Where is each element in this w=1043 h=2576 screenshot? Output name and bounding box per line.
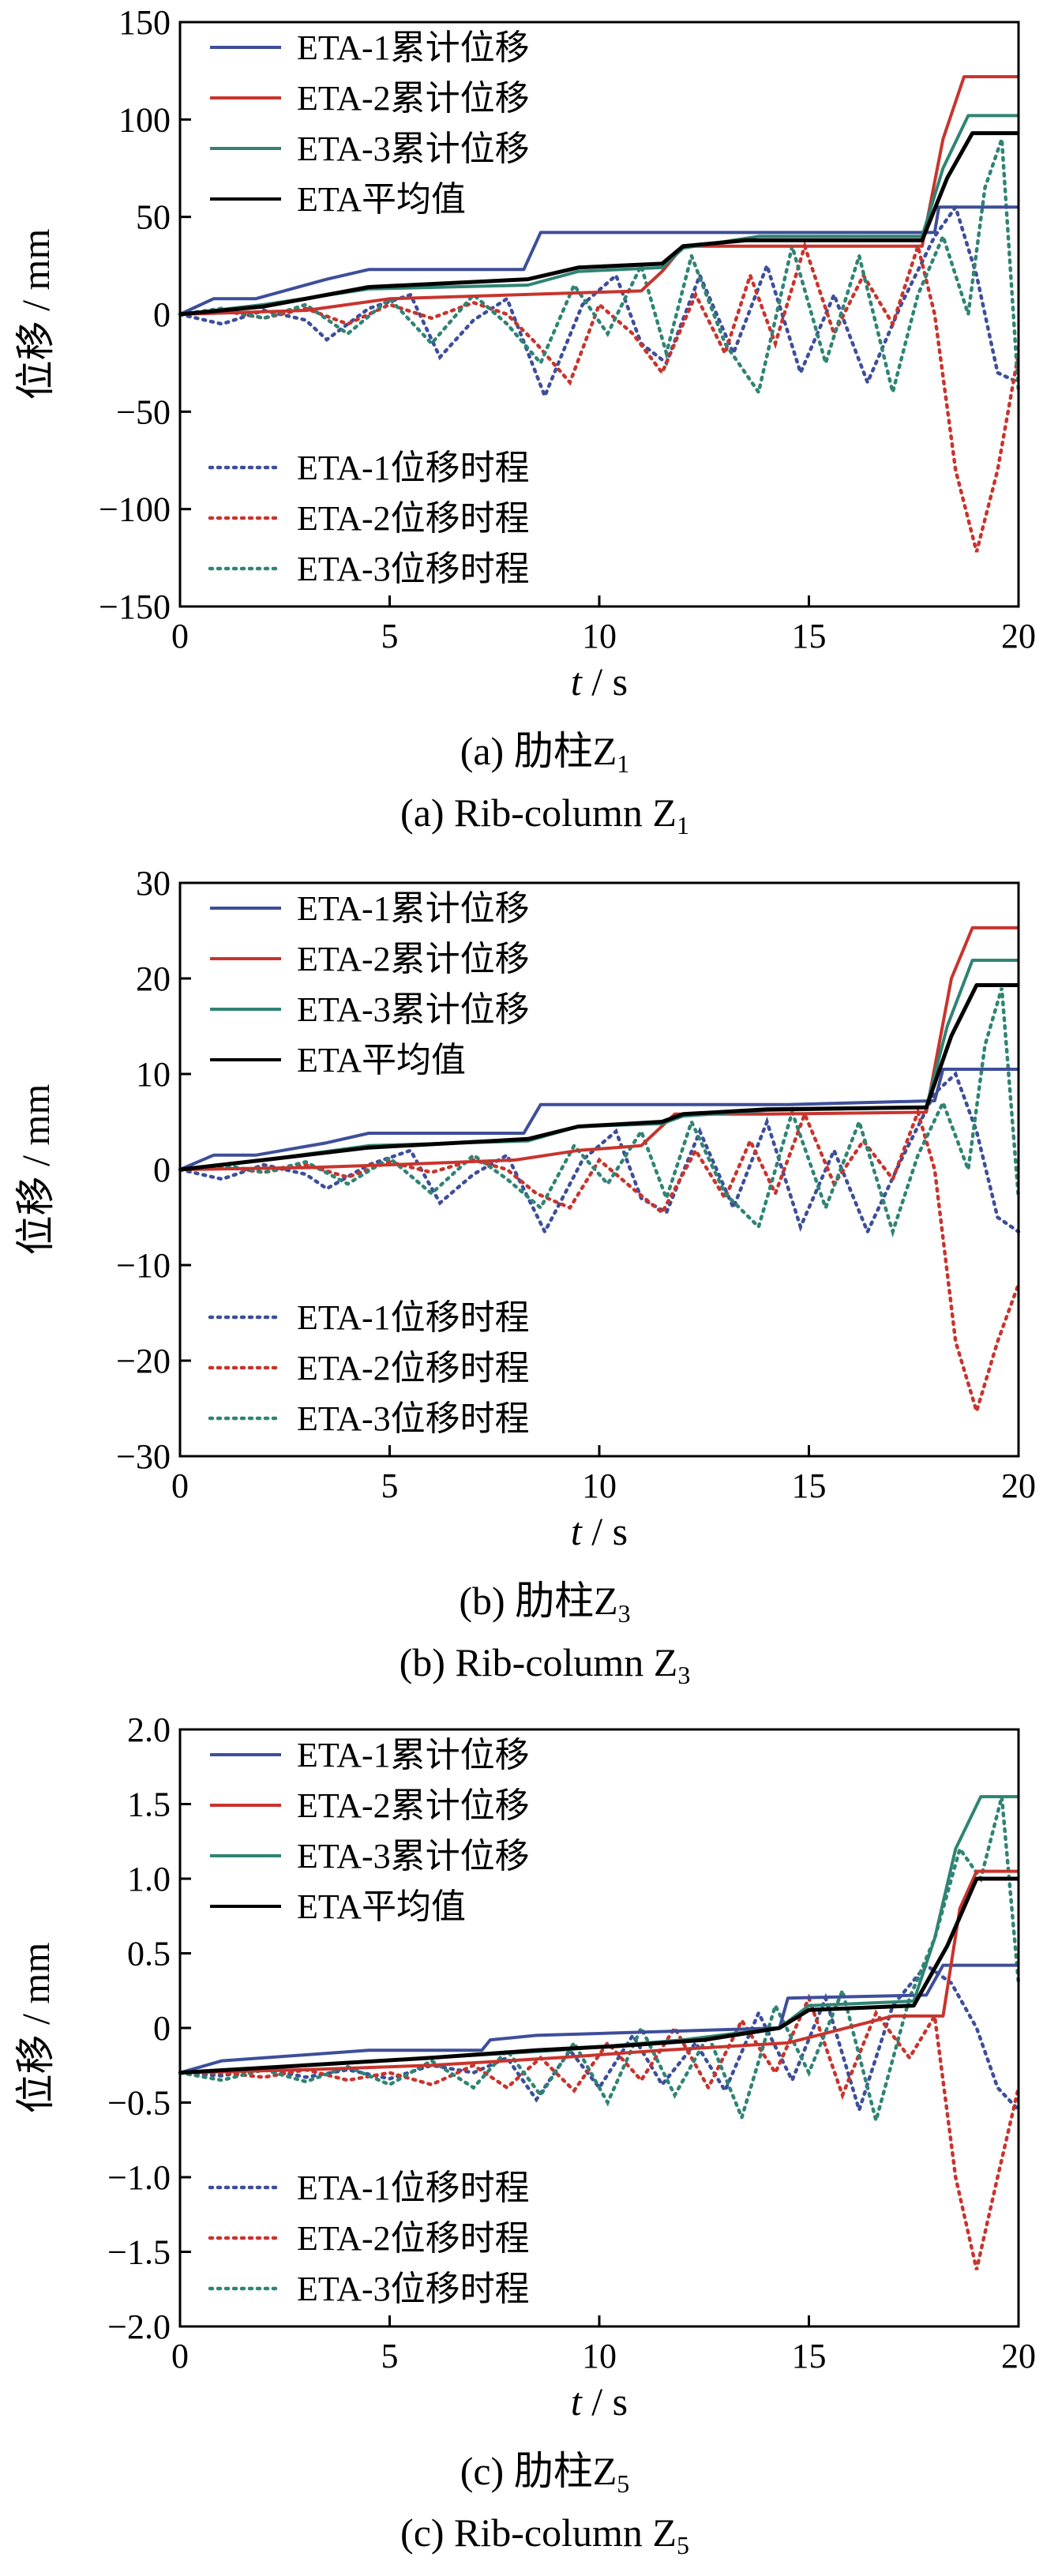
legend-entry: ETA-2位移时程 (297, 499, 530, 538)
x-tick-label: 10 (582, 1466, 617, 1505)
y-tick-label: −50 (116, 392, 171, 431)
x-tick-label: 15 (792, 1466, 827, 1505)
x-tick-label: 5 (381, 1466, 399, 1505)
chart-panel-3: 0 5 10 15 20 −2.0 −1.5 −1.0 −0.5 0 0.5 1.0 1.5 2.0 t /… (13, 1710, 1036, 2559)
series-average (179, 1876, 1019, 2075)
y-tick-label: 50 (136, 198, 171, 237)
y-tick-label: 2.0 (127, 1710, 171, 1749)
y-tick-label: 150 (118, 3, 171, 42)
legend-entry: ETA-1累计位移 (297, 1736, 530, 1774)
legend-entry: ETA-3位移时程 (297, 1399, 530, 1438)
x-tick-label: 20 (1001, 1466, 1036, 1505)
x-tick-label: 10 (582, 617, 617, 655)
y-tick-label: 1.0 (127, 1860, 171, 1898)
x-axis-label: t / s (571, 659, 628, 704)
caption-english: (a) Rib-column Z1 (400, 790, 689, 839)
series-history-1 (178, 1071, 1021, 1237)
x-tick-label: 0 (171, 2337, 189, 2375)
y-tick-label: −150 (99, 588, 171, 626)
legend-entry: ETA-2累计位移 (297, 1786, 530, 1825)
caption-english: (b) Rib-column Z3 (400, 1640, 691, 1689)
x-tick-label: 5 (381, 617, 399, 655)
y-tick-label: −30 (116, 1437, 171, 1476)
x-tick-label: 20 (1001, 617, 1036, 655)
legend-entry: ETA-1累计位移 (297, 28, 530, 67)
legend-entry: ETA平均值 (297, 180, 466, 219)
caption-english: (c) Rib-column Z5 (400, 2510, 689, 2559)
x-tick-label: 15 (792, 2337, 827, 2375)
y-tick-label: 1.5 (127, 1786, 171, 1824)
series-history-3 (178, 987, 1021, 1238)
y-tick-label: 0 (153, 1151, 171, 1189)
legend-entry: ETA-2累计位移 (297, 940, 530, 978)
series-cumulative-1 (179, 205, 1019, 316)
legend-entry: ETA-1位移时程 (297, 449, 530, 487)
caption-chinese: (b) 肋柱Z3 (459, 1579, 630, 1628)
x-tick-label: 0 (171, 617, 189, 655)
y-tick-label: 10 (136, 1055, 171, 1094)
x-tick-label: 20 (1001, 2337, 1036, 2375)
y-tick-label: −0.5 (107, 2084, 171, 2123)
y-tick-label: −20 (116, 1342, 171, 1380)
series-history-2 (178, 1993, 1021, 2270)
y-tick-label: −100 (99, 490, 171, 529)
x-axis-label: t / s (571, 2379, 628, 2424)
caption-chinese: (c) 肋柱Z5 (460, 2449, 630, 2498)
y-axis-label: 位移 / mm (13, 1943, 58, 2114)
series-cumulative-2 (179, 926, 1019, 1171)
x-tick-label: 10 (582, 2337, 617, 2375)
y-axis-label: 位移 / mm (13, 1084, 58, 1256)
legend-entry: ETA-3累计位移 (297, 990, 530, 1029)
legend-entry: ETA-1位移时程 (297, 1298, 530, 1337)
y-tick-label: −1.0 (107, 2158, 171, 2197)
chart-panel-2: 0 5 10 15 20 −30 −20 −10 0 10 20 30 t / s 位移 / mm ETA-… (13, 864, 1036, 1689)
legend-entry: ETA-3位移时程 (297, 2270, 530, 2308)
series-history-2 (178, 239, 1021, 553)
y-tick-label: 100 (118, 100, 171, 139)
x-tick-label: 0 (171, 1466, 189, 1505)
legend-entry: ETA-3累计位移 (297, 130, 530, 168)
y-tick-label: 0.5 (127, 1935, 171, 1973)
legend-entry: ETA-1累计位移 (297, 889, 530, 928)
y-tick-label: 20 (136, 959, 171, 998)
y-tick-label: 0 (153, 295, 171, 334)
series-average (179, 131, 1019, 317)
y-tick-label: 30 (136, 864, 171, 903)
legend-entry: ETA-3累计位移 (297, 1837, 530, 1876)
x-axis-label: t / s (571, 1509, 628, 1553)
legend-entry: ETA-2位移时程 (297, 2219, 530, 2258)
series-average (179, 983, 1019, 1172)
series-cumulative-2 (179, 1869, 1019, 2075)
legend-entry: ETA-2位移时程 (297, 1349, 530, 1388)
y-tick-label: −10 (116, 1246, 171, 1285)
legend-entry: ETA平均值 (297, 1887, 466, 1926)
x-tick-label: 5 (381, 2337, 399, 2375)
y-axis-label: 位移 / mm (13, 229, 58, 400)
series-cumulative-1 (179, 1963, 1019, 2075)
y-tick-label: 0 (153, 2009, 171, 2048)
series-history-3 (178, 138, 1021, 397)
legend-entry: ETA平均值 (297, 1041, 466, 1080)
y-tick-label: −1.5 (107, 2233, 171, 2272)
x-tick-label: 15 (792, 617, 827, 655)
legend-entry: ETA-3位移时程 (297, 550, 530, 588)
y-tick-label: −2.0 (107, 2308, 171, 2346)
caption-chinese: (a) 肋柱Z1 (460, 729, 630, 778)
legend-entry: ETA-2累计位移 (297, 79, 530, 118)
chart-panel-1: 0 5 10 15 20 −150 −100 −50 0 50 100 150 t / s 位移 / mm… (13, 3, 1036, 839)
series-cumulative-1 (179, 1068, 1019, 1171)
legend-entry: ETA-1位移时程 (297, 2169, 530, 2207)
